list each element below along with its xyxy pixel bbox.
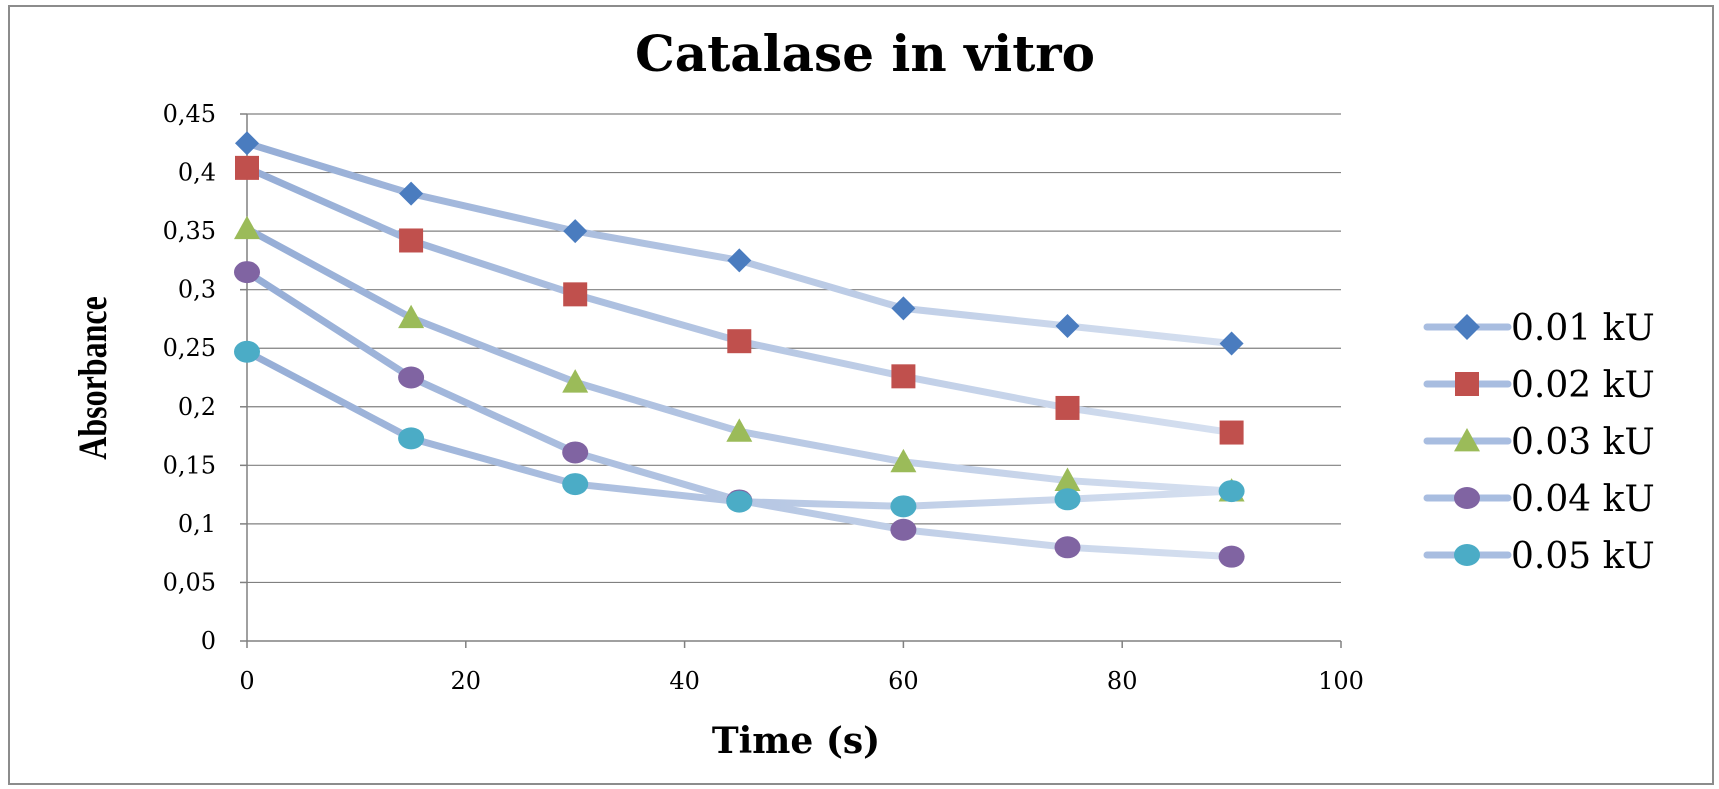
y-tick-label: 0,2 [178,393,216,421]
legend-marker [1454,428,1480,452]
data-point [727,248,752,273]
data-point [1218,480,1245,503]
y-tick-label: 0,45 [163,100,216,128]
data-point [398,304,425,329]
data-point [726,418,753,442]
data-point [399,181,424,206]
x-tick-label: 80 [1107,667,1138,695]
data-point [562,473,589,496]
chart-frame [8,5,1714,785]
legend-item: 0.05 kU [1423,536,1655,577]
legend: 0.01 kU 0.02 kU 0.03 kU 0.04 kU 0.05 kU [1423,308,1655,577]
y-tick-label: 0,3 [178,276,216,304]
legend-label: 0.02 kU [1511,365,1655,406]
legend-item: 0.01 kU [1423,308,1655,349]
legend-label: 0.05 kU [1511,536,1655,577]
data-point [235,131,259,156]
legend-marker [1454,544,1480,566]
data-point [1219,331,1244,356]
data-point [399,228,424,253]
legend-item: 0.04 kU [1423,479,1655,520]
x-tick-label: 40 [669,667,700,695]
data-point [1054,467,1081,491]
data-point [235,155,259,180]
y-axis-title: Absorbance [71,296,115,460]
legend-label: 0.01 kU [1511,308,1655,349]
y-tick-label: 0,35 [163,217,216,245]
legend-marker [1455,372,1479,396]
x-tick-labels: 0 20 40 60 80 100 [239,667,1364,695]
series-markers-1 [235,155,1244,445]
x-axis-title: Time (s) [712,720,880,762]
legend-item: 0.03 kU [1423,422,1655,463]
chart-title: Catalase in vitro [635,24,1095,83]
data-point [563,219,588,244]
x-tick-label: 0 [239,667,254,695]
data-point [234,340,260,363]
data-point [234,215,260,240]
data-point [398,427,425,450]
series-markers-0 [235,131,1244,356]
y-tick-label: 0 [201,627,216,655]
legend-label: 0.03 kU [1511,422,1655,463]
legend-marker [1454,314,1480,340]
data-point [1219,420,1244,445]
y-tick-label: 0,4 [178,159,216,187]
data-point [1055,313,1080,338]
x-tick-label: 100 [1318,667,1364,695]
data-point [1054,488,1081,511]
data-point [726,490,753,513]
axes [240,113,1342,648]
data-point [890,518,917,541]
y-tick-label: 0,25 [163,334,216,362]
data-point [891,296,916,321]
data-point [1054,536,1081,559]
data-point [234,261,260,284]
gridlines [247,113,1341,584]
series-markers-4 [234,340,1245,518]
y-tick-label: 0,05 [163,568,216,596]
data-point [891,364,916,389]
data-point [890,448,917,473]
y-tick-labels: 0 0,05 0,1 0,15 0,2 0,25 0,3 0,35 0,4 0,45 [163,100,216,655]
y-tick-label: 0,1 [178,510,216,538]
data-point [562,441,589,464]
data-point [1218,545,1245,568]
data-point [563,282,588,307]
data-point [398,366,425,389]
legend-item: 0.02 kU [1423,365,1655,406]
x-tick-label: 20 [451,667,482,695]
data-point [1055,395,1080,420]
data-point [562,369,589,393]
data-point [727,329,752,354]
legend-marker [1454,487,1480,509]
series-group [234,131,1245,568]
legend-label: 0.04 kU [1511,479,1655,520]
y-tick-label: 0,15 [163,451,216,479]
data-point [890,495,917,518]
x-tick-label: 60 [888,667,919,695]
